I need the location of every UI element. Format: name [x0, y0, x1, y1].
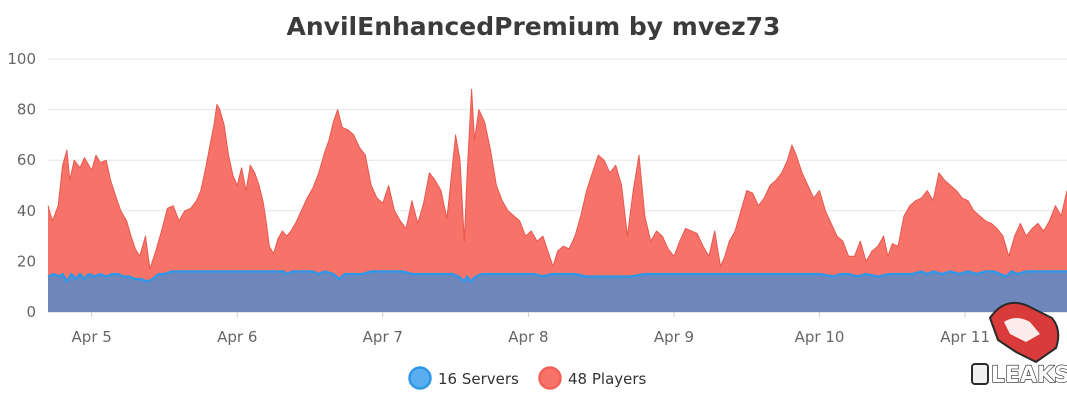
legend: 16 Servers 48 Players — [408, 366, 647, 390]
y-tick-label-0: 0 — [26, 303, 36, 321]
y-tick-label-100: 100 — [7, 50, 36, 68]
x-tick-label-4: Apr 9 — [654, 328, 694, 346]
series-line-servers — [47, 270, 1067, 283]
x-tick-label-0: Apr 5 — [72, 328, 112, 346]
x-tick-label-1: Apr 6 — [217, 328, 257, 346]
legend-marker-players — [538, 366, 562, 390]
x-tick-label-3: Apr 8 — [508, 328, 548, 346]
x-tick-label-2: Apr 7 — [363, 328, 403, 346]
chart-title: AnvilEnhancedPremium by mvez73 — [286, 12, 781, 41]
series-area-players — [48, 89, 1067, 313]
legend-label-players: 48 Players — [568, 370, 647, 388]
x-tick-label-6: Apr 11 — [940, 328, 990, 346]
axis-layer: 0 20 40 60 80 100 Apr 5 Apr 6 Apr 7 Apr 8 Apr 9 Apr… — [7, 50, 990, 346]
anvil-logo-icon — [971, 302, 1060, 385]
y-tick-label-40: 40 — [17, 202, 36, 220]
series-layer — [47, 88, 1067, 313]
y-tick-label-80: 80 — [17, 101, 36, 119]
y-tick-label-20: 20 — [17, 252, 36, 270]
watermark: LEAKS — [971, 302, 1067, 389]
legend-label-servers: 16 Servers — [438, 370, 519, 388]
x-tick-label-5: Apr 10 — [795, 328, 845, 346]
series-line-players — [47, 88, 1067, 270]
series-area-servers — [48, 271, 1067, 312]
y-tick-label-60: 60 — [17, 151, 36, 169]
watermark-text: LEAKS — [991, 363, 1067, 388]
legend-marker-servers — [408, 366, 432, 390]
